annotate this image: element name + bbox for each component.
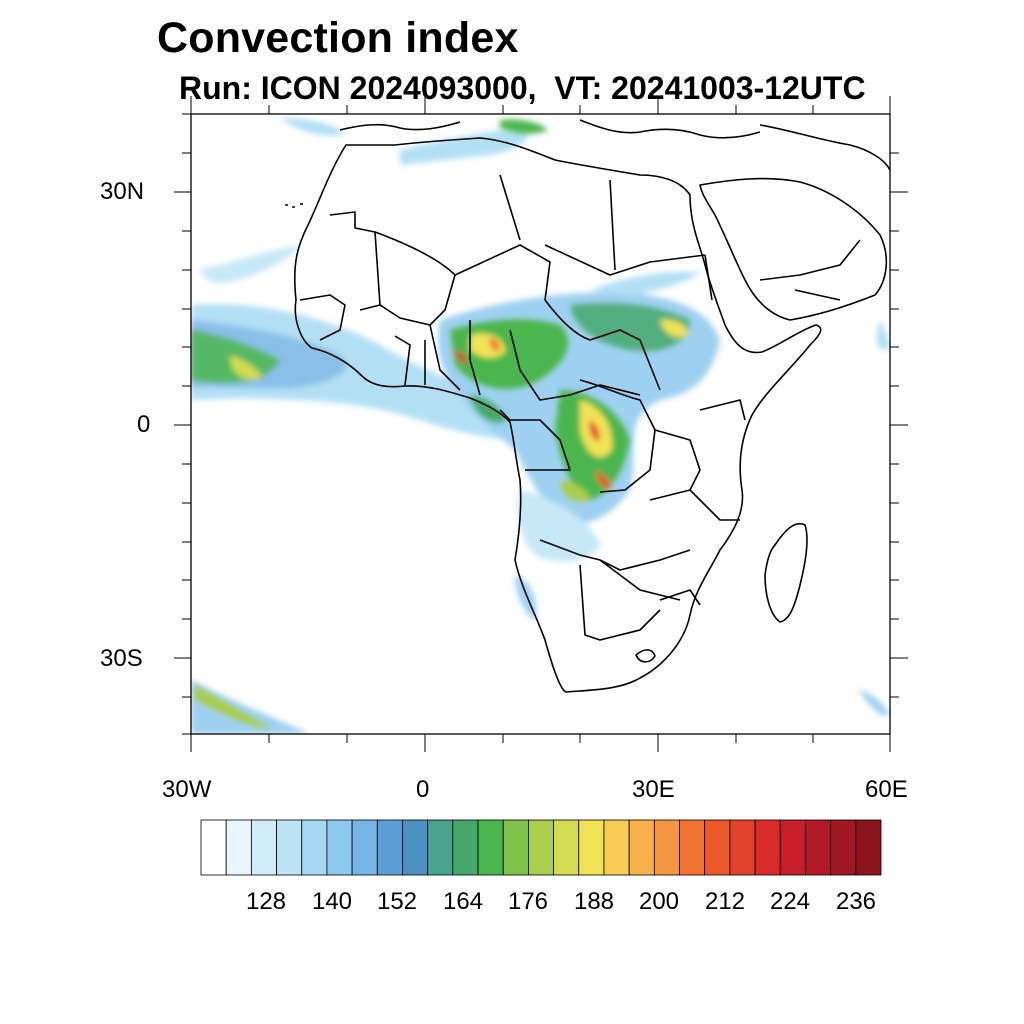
lon-label-30w: 30W xyxy=(162,776,212,803)
colorbar-swatch xyxy=(402,819,429,876)
colorbar-swatch xyxy=(679,819,706,876)
colorbar-swatch xyxy=(452,819,479,876)
colorbar-swatch xyxy=(578,819,605,876)
colorbar-swatch xyxy=(805,819,832,876)
colorbar-swatch xyxy=(729,819,756,876)
colorbar-swatch xyxy=(427,819,454,876)
colorbar-swatch xyxy=(779,819,806,876)
colorbar-label: 224 xyxy=(769,888,811,915)
colorbar-label: 140 xyxy=(311,888,353,915)
colorbar-swatch xyxy=(200,819,227,876)
colorbar-swatch xyxy=(301,819,328,876)
lon-label-0: 0 xyxy=(416,776,430,803)
colorbar-swatch xyxy=(376,819,403,876)
colorbar-label: 164 xyxy=(442,888,484,915)
colorbar-swatch xyxy=(326,819,353,876)
colorbar-swatch xyxy=(603,819,630,876)
lon-label-60e: 60E xyxy=(865,776,908,803)
colorbar-swatch xyxy=(528,819,554,876)
colorbar-swatch xyxy=(477,819,504,876)
colorbar-swatch xyxy=(855,819,882,876)
colorbar-swatch xyxy=(225,819,252,876)
colorbar-label: 128 xyxy=(245,888,287,915)
colorbar-label: 188 xyxy=(573,888,615,915)
colorbar-swatch xyxy=(830,819,857,876)
colorbar xyxy=(200,819,882,876)
colorbar-label: 176 xyxy=(507,888,549,915)
lat-label-30s: 30S xyxy=(100,645,143,672)
colorbar-swatch xyxy=(754,819,781,876)
colorbar-swatch xyxy=(250,819,277,876)
colorbar-label: 200 xyxy=(638,888,680,915)
lon-label-30e: 30E xyxy=(632,776,675,803)
colorbar-label: 212 xyxy=(704,888,746,915)
colorbar-swatch xyxy=(653,819,680,876)
chart-title: Convection index xyxy=(157,14,519,62)
colorbar-label: 152 xyxy=(376,888,418,915)
colorbar-swatch xyxy=(502,819,529,876)
colorbar-label: 236 xyxy=(835,888,877,915)
convection-field xyxy=(191,118,890,734)
lat-label-0: 0 xyxy=(137,411,151,438)
chart-subtitle: Run: ICON 2024093000, VT: 20241003-12UTC xyxy=(179,70,866,106)
colorbar-swatch xyxy=(351,819,378,876)
colorbar-swatch xyxy=(704,819,731,876)
colorbar-swatch xyxy=(628,819,655,876)
map-frame xyxy=(174,96,908,752)
lat-label-30n: 30N xyxy=(100,178,145,205)
coastlines xyxy=(285,119,890,693)
colorbar-swatch xyxy=(276,819,303,876)
colorbar-swatch xyxy=(553,819,580,876)
